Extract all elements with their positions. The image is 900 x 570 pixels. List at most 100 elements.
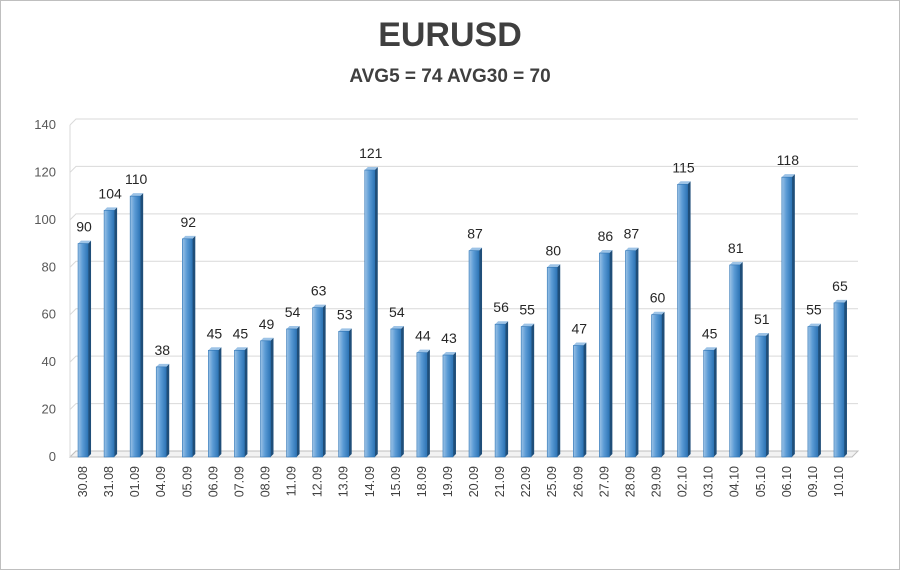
- bar-top: [156, 363, 170, 367]
- bar-front: [651, 314, 662, 458]
- bar: [677, 181, 691, 458]
- x-tick-label: 11.09: [285, 466, 299, 496]
- x-tick-label: 06.09: [206, 466, 220, 497]
- data-label: 45: [207, 325, 223, 341]
- bar: [703, 347, 717, 458]
- gridline: [69, 308, 858, 316]
- bar-side: [479, 247, 483, 457]
- bar-side: [583, 342, 587, 457]
- bar-side: [270, 337, 274, 457]
- x-tick-label: 21.09: [493, 466, 507, 497]
- bar-front: [494, 323, 506, 458]
- data-label: 87: [467, 226, 483, 242]
- bar-side: [635, 247, 639, 457]
- bar-top: [286, 325, 300, 329]
- bar-front: [833, 302, 845, 458]
- gridline: [69, 355, 858, 363]
- x-tick-label: 31.08: [102, 466, 116, 497]
- bar-top: [781, 174, 795, 178]
- chart-title: EURUSD: [378, 16, 522, 54]
- bar: [546, 264, 561, 458]
- bar: [468, 247, 483, 458]
- x-tick-label: 30.08: [76, 466, 90, 497]
- x-tick-label: 04.10: [728, 466, 742, 497]
- bar-front: [155, 366, 167, 458]
- bar: [155, 363, 170, 458]
- bar-front: [234, 349, 245, 458]
- bar-side: [348, 328, 352, 457]
- bar-front: [703, 349, 714, 458]
- bar-top: [755, 333, 769, 337]
- gridline: [69, 403, 858, 410]
- bar: [364, 167, 378, 458]
- bar: [651, 311, 665, 458]
- bar-top: [260, 337, 274, 341]
- data-label: 45: [233, 325, 249, 341]
- x-tick-label: 09.10: [806, 466, 820, 497]
- bar-top: [547, 264, 561, 268]
- data-label: 55: [519, 302, 535, 318]
- bar-front: [364, 169, 376, 458]
- bar-front: [182, 238, 193, 458]
- bar-front: [390, 328, 402, 458]
- bar-front: [312, 307, 323, 458]
- bar-front: [208, 349, 219, 458]
- x-tick-label: 27.09: [597, 466, 611, 497]
- x-tick-label: 22.09: [519, 466, 533, 497]
- bar-front: [807, 326, 819, 458]
- bar-top: [234, 347, 248, 351]
- bar-top: [521, 323, 535, 327]
- bar: [833, 299, 847, 458]
- bar: [260, 337, 274, 458]
- bar-side: [400, 325, 404, 457]
- bar-front: [599, 252, 610, 458]
- bar-top: [495, 321, 509, 325]
- y-tick-label: 80: [42, 259, 56, 274]
- x-tick-labels: 30.08 31.08 01.09 04.09 05.09 06.09 07.09 08.09…: [76, 466, 846, 497]
- bar-top: [182, 235, 196, 239]
- bar: [807, 323, 821, 458]
- bar: [781, 174, 795, 458]
- bar-top: [442, 352, 456, 356]
- data-label: 53: [337, 306, 353, 322]
- bar-side: [374, 167, 378, 458]
- bar-top: [78, 240, 92, 244]
- bar-side: [843, 299, 847, 457]
- bars: [77, 167, 847, 458]
- bar-front: [546, 266, 558, 458]
- bar-front: [338, 331, 350, 458]
- bar-front: [416, 352, 428, 458]
- y-tick-label: 120: [34, 164, 56, 179]
- gridline: [69, 118, 858, 126]
- bar-front: [442, 354, 454, 458]
- data-label: 80: [545, 242, 561, 258]
- bar-side: [505, 321, 509, 457]
- data-label: 90: [76, 219, 92, 235]
- bar: [338, 328, 352, 458]
- bar: [416, 349, 430, 458]
- data-label: 121: [359, 145, 383, 161]
- data-label: 47: [572, 321, 588, 337]
- bar-top: [338, 328, 352, 332]
- bar-side: [687, 181, 691, 458]
- data-label: 49: [259, 316, 275, 332]
- bar: [520, 323, 535, 458]
- bar-front: [625, 250, 636, 458]
- bar-top: [208, 347, 222, 351]
- bar-side: [114, 207, 118, 457]
- gridline: [69, 260, 858, 268]
- x-tick-label: 12.09: [311, 466, 325, 497]
- bar: [390, 325, 404, 458]
- bar-front: [520, 326, 532, 458]
- bar: [494, 321, 509, 458]
- x-tick-label: 29.09: [650, 466, 664, 497]
- x-tick-label: 20.09: [467, 466, 481, 497]
- x-tick-label: 05.09: [180, 466, 194, 497]
- bar: [729, 261, 743, 458]
- bar-front: [677, 183, 688, 458]
- bar-top: [807, 323, 821, 327]
- bar: [234, 347, 248, 458]
- bar-side: [791, 174, 795, 457]
- data-label: 118: [777, 152, 800, 168]
- bar-front: [468, 250, 480, 458]
